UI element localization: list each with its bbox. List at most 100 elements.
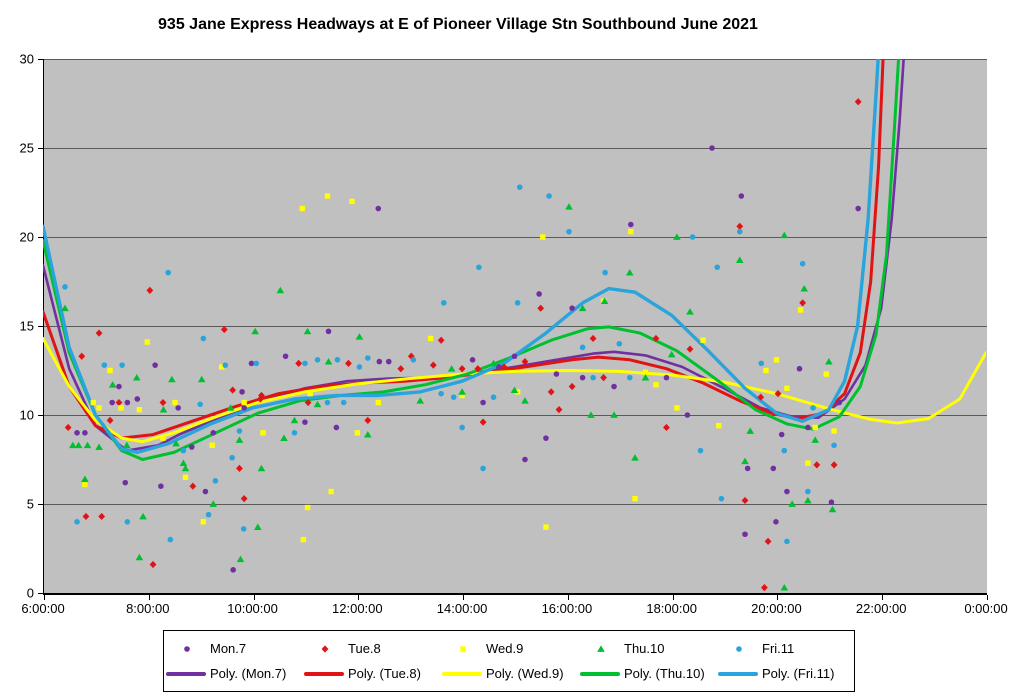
data-point — [780, 584, 789, 591]
data-point — [459, 392, 465, 399]
data-point — [397, 365, 405, 373]
data-point — [61, 304, 69, 312]
data-point — [90, 399, 96, 406]
data-point — [632, 495, 638, 502]
data-point — [674, 405, 680, 411]
data-point — [313, 400, 322, 408]
circle-marker-icon — [184, 645, 190, 652]
data-point — [805, 460, 811, 466]
data-point — [813, 461, 821, 469]
data-point — [855, 205, 861, 212]
data-point — [760, 584, 768, 592]
data-point — [800, 285, 809, 292]
data-point — [736, 228, 743, 235]
data-point — [628, 221, 634, 228]
data-point — [514, 300, 521, 306]
data-point — [139, 512, 147, 520]
data-point — [241, 399, 247, 406]
data-point — [616, 341, 623, 347]
circle-marker-icon — [736, 645, 742, 652]
x-tick-label: 0:00:00 — [964, 601, 1008, 616]
data-point — [98, 512, 106, 521]
legend-line-sample — [302, 671, 348, 676]
data-point — [579, 344, 586, 351]
data-point — [796, 365, 803, 372]
x-tick-label: 8:00:00 — [126, 601, 170, 616]
data-point — [340, 399, 347, 406]
data-point — [375, 399, 381, 406]
data-point — [578, 304, 587, 312]
data-point — [116, 383, 122, 390]
data-point — [788, 500, 796, 507]
x-tick-label: 6:00:00 — [21, 601, 65, 616]
legend-marker — [716, 642, 762, 656]
data-point — [197, 401, 203, 408]
legend-label: Poly. (Wed.9) — [486, 666, 564, 681]
data-point — [830, 461, 838, 469]
data-point — [546, 193, 552, 199]
legend-label: Poly. (Fri.11) — [762, 666, 835, 681]
legend-item-poly-tue-8-: Poly. (Tue.8) — [302, 666, 440, 681]
data-point — [781, 447, 788, 454]
data-point — [235, 436, 244, 443]
data-point — [610, 411, 618, 418]
data-point — [149, 560, 157, 569]
legend-label: Poly. (Tue.8) — [348, 666, 421, 681]
data-point — [302, 360, 308, 367]
gridline-y-5 — [44, 504, 987, 505]
x-tick-label: 14:00:00 — [436, 601, 488, 616]
gridline-y-25 — [44, 148, 987, 149]
x-axis-tick — [672, 595, 674, 600]
data-point — [625, 269, 634, 276]
data-point — [220, 325, 228, 334]
y-axis-tick — [38, 593, 43, 594]
data-point — [175, 405, 181, 411]
data-point — [438, 390, 444, 397]
data-point — [303, 327, 312, 335]
legend-line-sample — [164, 671, 210, 676]
y-tick-label: 25 — [19, 140, 34, 156]
data-point — [295, 359, 303, 367]
series-points-fri-11 — [62, 184, 837, 545]
data-point — [248, 360, 255, 367]
data-point — [167, 536, 174, 543]
legend-marker — [302, 642, 348, 656]
data-point — [236, 428, 243, 434]
data-point — [799, 260, 806, 267]
data-point — [159, 398, 167, 407]
data-point — [115, 398, 123, 407]
data-point — [427, 335, 434, 342]
data-point — [200, 335, 207, 342]
legend-line-sample — [440, 671, 486, 676]
data-point — [241, 405, 247, 411]
data-point — [440, 300, 447, 306]
data-point — [735, 256, 744, 264]
legend-item-tue-8: Tue.8 — [302, 641, 440, 656]
trendline-poly-fri-11- — [43, 59, 880, 455]
legend-item-fri-11: Fri.11 — [716, 641, 854, 656]
data-point — [410, 357, 417, 363]
data-point — [122, 479, 129, 486]
data-point — [200, 519, 207, 525]
series-points-mon-7 — [74, 145, 861, 573]
legend-line-row: Poly. (Mon.7) Poly. (Tue.8) Poly. (Wed.9) P… — [164, 666, 854, 681]
data-point — [500, 363, 508, 371]
x-axis-tick — [44, 595, 45, 600]
legend-label: Thu.10 — [624, 641, 665, 656]
data-point — [510, 386, 519, 393]
data-point — [429, 361, 437, 369]
data-point — [437, 336, 445, 344]
data-point — [828, 499, 835, 506]
data-point — [260, 430, 266, 436]
data-point — [474, 365, 482, 373]
data-point — [333, 424, 340, 431]
data-point — [553, 371, 560, 377]
trendline-swatch — [580, 671, 620, 676]
data-point — [144, 339, 150, 345]
data-point — [521, 397, 529, 404]
data-point — [356, 364, 363, 370]
data-point — [74, 441, 83, 449]
data-point — [600, 374, 607, 382]
data-point — [239, 389, 245, 395]
data-point — [385, 358, 392, 365]
